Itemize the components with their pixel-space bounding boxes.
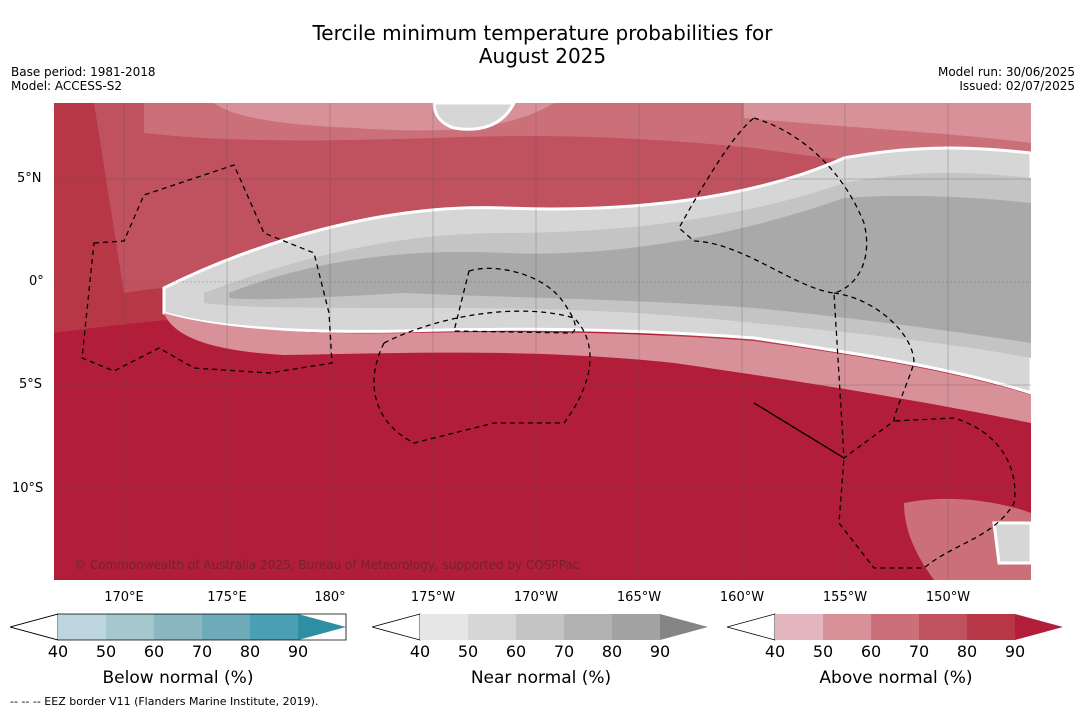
cb-below-seg-5 bbox=[298, 614, 346, 640]
cb-below-tick: 40 bbox=[47, 642, 69, 661]
lat-label-10s: 10°S bbox=[12, 481, 44, 496]
cb-near-seg-5 bbox=[660, 614, 708, 640]
cb-near-seg-4 bbox=[612, 614, 660, 640]
cb-below-tick: 70 bbox=[191, 642, 213, 661]
cb-above-tick: 70 bbox=[908, 642, 930, 661]
cb-above-seg-3 bbox=[919, 614, 967, 640]
cb-below-tick: 80 bbox=[239, 642, 261, 661]
lon-label-170e: 170°E bbox=[104, 590, 144, 605]
cb-below-tick: 60 bbox=[143, 642, 165, 661]
cb-near-tick: 50 bbox=[457, 642, 479, 661]
probability-map: © Commonwealth of Australia 2025, Bureau… bbox=[54, 103, 1031, 580]
cb-near-seg-1 bbox=[468, 614, 516, 640]
cb-near-seg-2 bbox=[516, 614, 564, 640]
lon-label-170w: 170°W bbox=[513, 590, 559, 605]
cb-near-tick: 90 bbox=[649, 642, 671, 661]
eez-footnote: -- -- -- EEZ border V11 (Flanders Marine… bbox=[10, 695, 319, 708]
band-above-50-south bbox=[164, 313, 1031, 423]
cb-below-seg-2 bbox=[154, 614, 202, 640]
cb-below-tick: 50 bbox=[95, 642, 117, 661]
cb-above-tick: 50 bbox=[812, 642, 834, 661]
cb-near-seg-3 bbox=[564, 614, 612, 640]
cb-above-tick: 90 bbox=[1004, 642, 1026, 661]
cb-above-seg-1 bbox=[823, 614, 871, 640]
lon-label-175w: 175°W bbox=[410, 590, 456, 605]
cb-below-seg-3 bbox=[202, 614, 250, 640]
cb-near-tick: 80 bbox=[601, 642, 623, 661]
lon-label-175e: 175°E bbox=[207, 590, 247, 605]
cb-above-tick: 60 bbox=[860, 642, 882, 661]
cb-below-seg-1 bbox=[106, 614, 154, 640]
cb-near-seg-0 bbox=[420, 614, 468, 640]
cb-below-tick: 90 bbox=[287, 642, 309, 661]
cb-near-tick: 70 bbox=[553, 642, 575, 661]
map-title: Tercile minimum temperature probabilitie… bbox=[0, 22, 1085, 68]
lon-label-165w: 165°W bbox=[616, 590, 662, 605]
title-line-1: Tercile minimum temperature probabilitie… bbox=[312, 21, 773, 45]
cb-near-tick: 60 bbox=[505, 642, 527, 661]
colorbar-below bbox=[10, 613, 347, 641]
near-patch-north bbox=[432, 103, 516, 131]
band-above-50-ne bbox=[744, 103, 1031, 143]
eez-solid-segment bbox=[753, 402, 845, 459]
lat-label-5s: 5°S bbox=[19, 377, 43, 392]
title-line-2: August 2025 bbox=[478, 44, 607, 68]
cb-above-seg-2 bbox=[871, 614, 919, 640]
lat-label-0: 0° bbox=[29, 274, 44, 289]
issued-date: Issued: 02/07/2025 bbox=[959, 79, 1075, 93]
cb-near-title: Near normal (%) bbox=[470, 668, 612, 688]
eez-borders bbox=[81, 117, 1016, 569]
lon-label-160w: 160°W bbox=[719, 590, 765, 605]
near-normal-70 bbox=[229, 195, 1031, 343]
model-name: Model: ACCESS-S2 bbox=[11, 79, 123, 93]
cb-below-seg-4 bbox=[250, 614, 298, 640]
near-patch-se bbox=[992, 521, 1031, 565]
copyright-text: © Commonwealth of Australia 2025, Bureau… bbox=[74, 558, 580, 572]
cb-near-tick: 40 bbox=[409, 642, 431, 661]
colorbar-near bbox=[372, 613, 708, 641]
cb-above-seg-0 bbox=[775, 614, 823, 640]
meta-right: Model run: 30/06/2025 Issued: 02/07/2025 bbox=[938, 65, 1075, 93]
cb-below-title: Below normal (%) bbox=[102, 668, 254, 688]
lat-label-5n: 5°N bbox=[17, 171, 42, 186]
cb-above-tick: 80 bbox=[956, 642, 978, 661]
meta-left: Base period: 1981-2018 Model: ACCESS-S2 bbox=[11, 65, 156, 93]
cb-above-seg-4 bbox=[967, 614, 1015, 640]
colorbar-above bbox=[727, 613, 1063, 641]
cb-above-title: Above normal (%) bbox=[819, 668, 973, 688]
base-period: Base period: 1981-2018 bbox=[11, 65, 156, 79]
lon-label-150w: 150°W bbox=[925, 590, 971, 605]
graticule bbox=[54, 103, 1031, 580]
cb-above-tick: 40 bbox=[764, 642, 786, 661]
model-run: Model run: 30/06/2025 bbox=[937, 65, 1075, 79]
lon-label-155w: 155°W bbox=[822, 590, 868, 605]
lon-label-180: 180° bbox=[314, 590, 346, 605]
cb-below-seg-0 bbox=[58, 614, 106, 640]
cb-above-seg-5 bbox=[1015, 614, 1063, 640]
map-svg bbox=[54, 103, 1031, 580]
